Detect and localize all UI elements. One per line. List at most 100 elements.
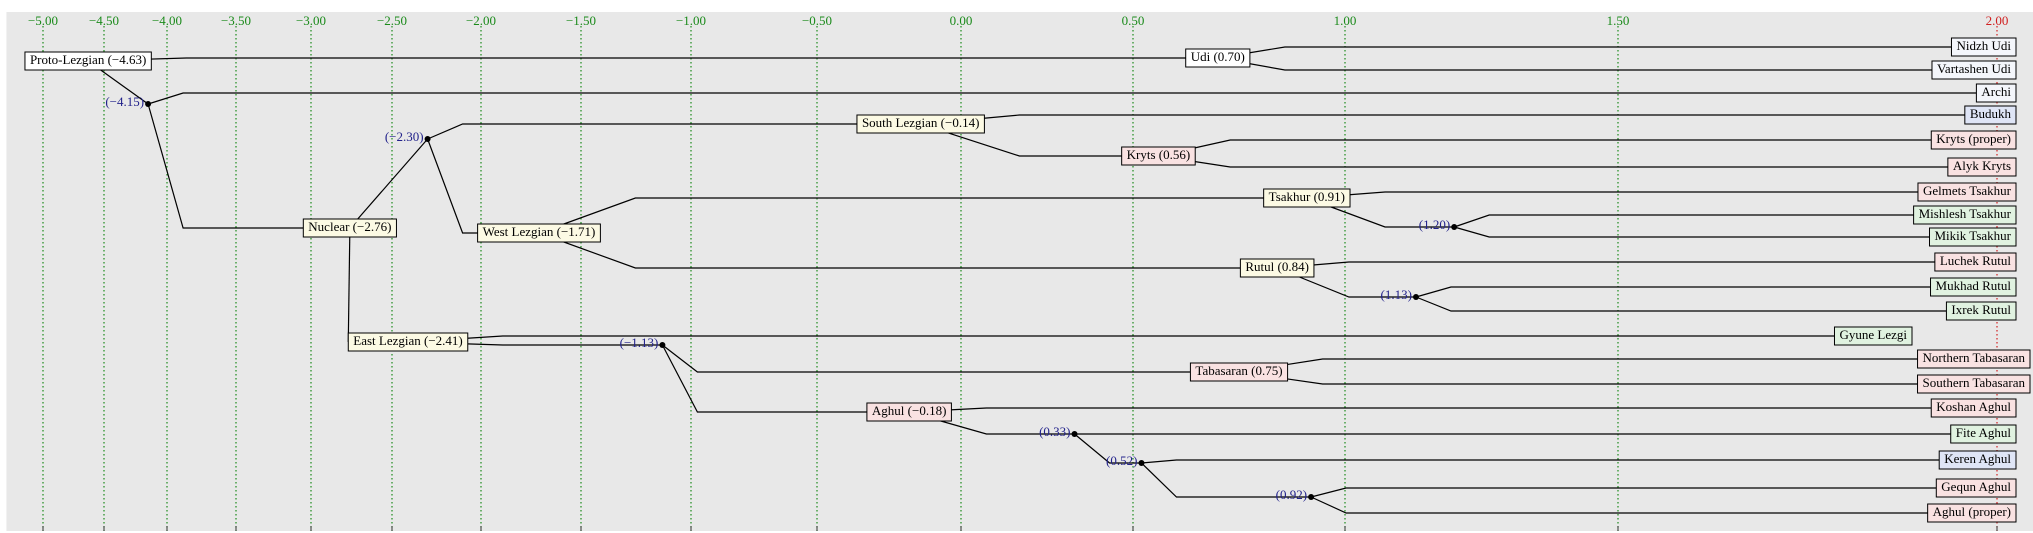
leaf-box bbox=[1975, 83, 2017, 103]
x-tick-label: −0.50 bbox=[802, 13, 832, 28]
branch bbox=[349, 138, 429, 229]
node: Vartashen Udi bbox=[1931, 60, 2017, 80]
node-label: East Lezgian (−2.41) bbox=[353, 333, 462, 348]
node: Mishlesh Tsakhur bbox=[1913, 205, 2017, 225]
node-dot bbox=[1308, 494, 1315, 500]
node: Keren Aghul bbox=[1938, 450, 2017, 470]
leaf-label: Nidzh Udi bbox=[1956, 38, 2011, 53]
node: (−2.30) bbox=[385, 129, 431, 144]
branch bbox=[538, 197, 1264, 234]
node-label: (0.52) bbox=[1106, 453, 1137, 468]
node-box bbox=[347, 332, 469, 352]
x-tick-label: −3.00 bbox=[296, 13, 326, 28]
x-tick-label: −5.00 bbox=[28, 13, 58, 28]
node-label: Udi (0.70) bbox=[1191, 49, 1245, 64]
branch bbox=[1454, 214, 1914, 228]
node: (0.52) bbox=[1106, 453, 1145, 468]
node-label: (1.13) bbox=[1381, 287, 1412, 302]
leaf-box bbox=[1935, 478, 2017, 498]
node-dot bbox=[1071, 431, 1078, 437]
leaf-box bbox=[1917, 349, 2031, 369]
x-tick-label: −4.50 bbox=[89, 13, 119, 28]
node-box bbox=[477, 223, 601, 243]
leaf-box bbox=[1833, 326, 1913, 346]
node: Luchek Rutul bbox=[1934, 252, 2017, 272]
node-label: (−2.30) bbox=[385, 129, 424, 144]
branch bbox=[347, 227, 351, 343]
node: (−4.15) bbox=[105, 94, 152, 109]
leaf-label: Koshan Aghul bbox=[1936, 399, 2011, 414]
plot-area bbox=[6, 12, 2033, 531]
x-tick-label: −2.00 bbox=[466, 13, 496, 28]
node-box bbox=[1189, 362, 1289, 382]
leaf-label: Archi bbox=[1981, 84, 2011, 99]
node: West Lezgian (−1.71) bbox=[477, 223, 601, 243]
node-dot bbox=[1451, 224, 1458, 230]
node-dot bbox=[145, 101, 152, 107]
leaf-box bbox=[1930, 130, 2017, 150]
axis: −5.00 −4.50 −4.00 −3.50 −3.00 −2.50 −2.00 −1.50… bbox=[6, 12, 2033, 531]
node: Ixrek Rutul bbox=[1945, 301, 2017, 321]
leaf-box bbox=[1917, 182, 2017, 202]
node: Alyk Kryts bbox=[1947, 157, 2017, 177]
leaf-box bbox=[1917, 374, 2031, 394]
node-label: (0.33) bbox=[1039, 424, 1070, 439]
leaf-box bbox=[1929, 227, 2017, 247]
node: Aghul (proper) bbox=[1927, 503, 2017, 523]
leaf-label: Gelmets Tsakhur bbox=[1923, 183, 2012, 198]
branch bbox=[661, 344, 867, 413]
node-box bbox=[1185, 48, 1251, 68]
node: Koshan Aghul bbox=[1930, 398, 2017, 418]
leaf-label: Alyk Kryts bbox=[1953, 158, 2011, 173]
node-label: West Lezgian (−1.71) bbox=[483, 224, 596, 239]
branch bbox=[147, 92, 1977, 105]
leaf-box bbox=[1938, 450, 2017, 470]
node-box bbox=[24, 51, 152, 71]
branch bbox=[920, 123, 1122, 157]
node: Archi bbox=[1975, 83, 2017, 103]
leaf-label: Fite Aghul bbox=[1956, 425, 2012, 440]
leaf-label: Budukh bbox=[1970, 106, 2012, 121]
leaf-box bbox=[1927, 503, 2017, 523]
branch bbox=[1454, 226, 1930, 238]
leaf-label: Vartashen Udi bbox=[1937, 61, 2011, 76]
node-box bbox=[302, 218, 397, 238]
node: Tsakhur (0.91) bbox=[1263, 188, 1351, 208]
node: Kryts (0.56) bbox=[1121, 146, 1196, 166]
leaf-box bbox=[1930, 277, 2017, 297]
node: Budukh bbox=[1964, 105, 2017, 125]
branch bbox=[1310, 487, 1937, 498]
leaf-box bbox=[1964, 105, 2017, 125]
leaf-box bbox=[1931, 60, 2017, 80]
leaf-label: Mishlesh Tsakhur bbox=[1919, 206, 2012, 221]
branch bbox=[1276, 267, 1416, 298]
branch bbox=[427, 123, 857, 140]
leaf-box bbox=[1950, 424, 2017, 444]
node: (1.13) bbox=[1381, 287, 1419, 302]
leaf-box bbox=[1950, 37, 2017, 57]
node: Proto-Lezgian (−4.63) bbox=[24, 51, 152, 71]
node: (−1.13) bbox=[620, 335, 666, 350]
node: Tabasaran (0.75) bbox=[1189, 362, 1289, 382]
node: Udi (0.70) bbox=[1185, 48, 1251, 68]
x-tick-label: 1.00 bbox=[1334, 13, 1357, 28]
node-label: Tabasaran (0.75) bbox=[1195, 363, 1282, 378]
node-label: (1.20) bbox=[1419, 217, 1450, 232]
node: Gelmets Tsakhur bbox=[1917, 182, 2017, 202]
node: Gequn Aghul bbox=[1935, 478, 2017, 498]
node-label: (0.92) bbox=[1276, 487, 1307, 502]
node-label: (−4.15) bbox=[105, 94, 144, 109]
leaf-label: Northern Tabasaran bbox=[1923, 350, 2026, 365]
branch bbox=[1074, 433, 1142, 464]
node-box bbox=[1263, 188, 1351, 208]
branch bbox=[1141, 462, 1312, 498]
leaf-box bbox=[1934, 252, 2017, 272]
node: Nidzh Udi bbox=[1950, 37, 2017, 57]
leaf-label: Southern Tabasaran bbox=[1923, 375, 2026, 390]
x-tick-label: 1.50 bbox=[1607, 13, 1630, 28]
branch bbox=[1306, 197, 1455, 228]
node-label: Proto-Lezgian (−4.63) bbox=[30, 52, 146, 67]
branch bbox=[1141, 459, 1940, 464]
node-dot bbox=[424, 136, 431, 142]
